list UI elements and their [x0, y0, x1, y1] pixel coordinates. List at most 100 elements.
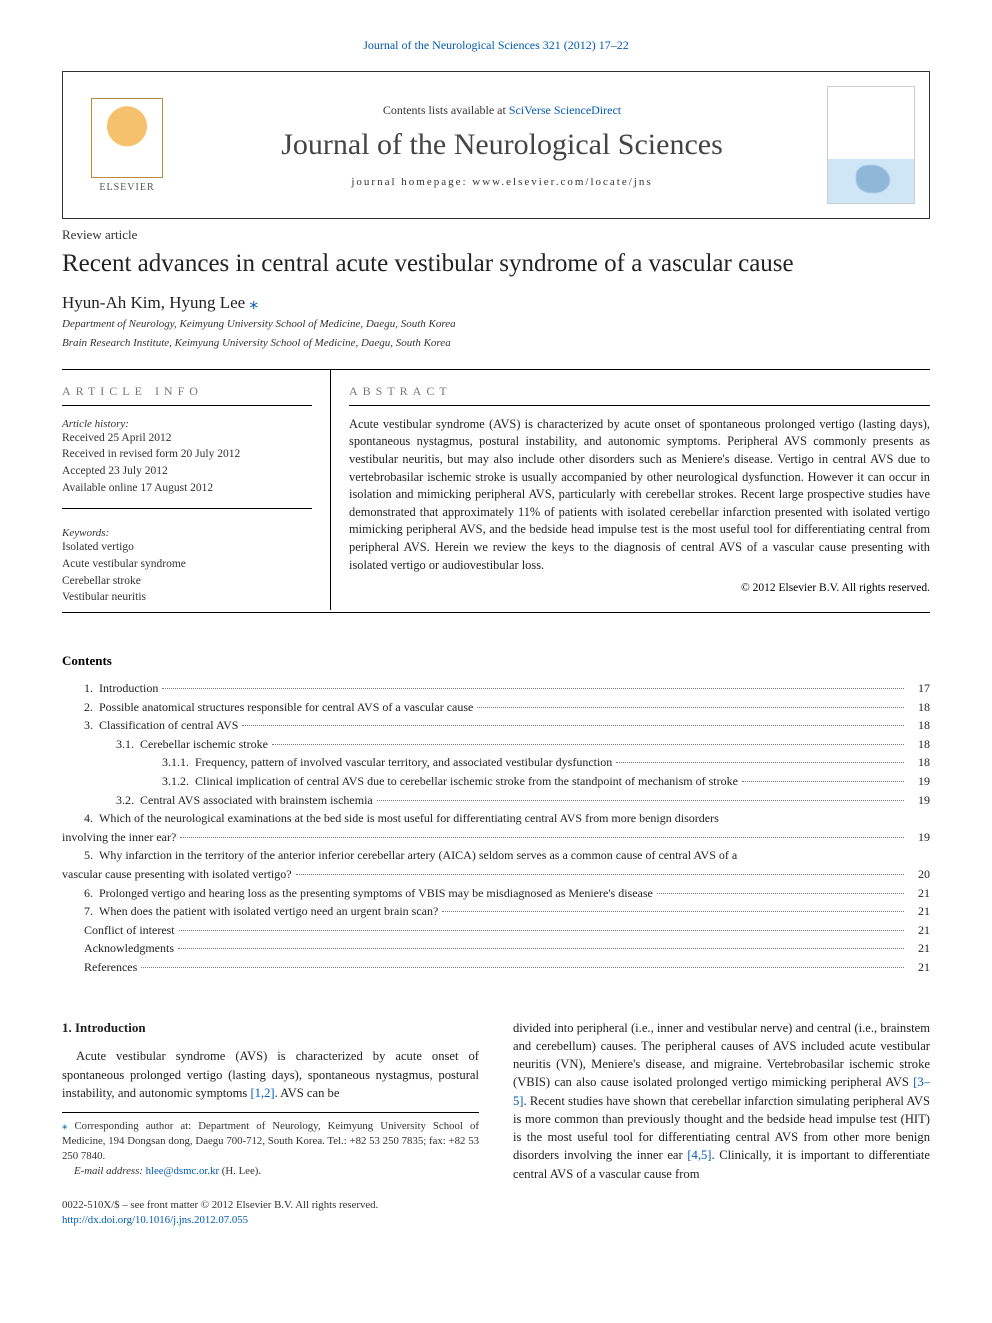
toc-row: Conflict of interest21 — [62, 921, 930, 940]
toc-label: Acknowledgments — [84, 939, 174, 958]
elsevier-logo: ELSEVIER — [81, 90, 173, 200]
section-1-heading: 1. Introduction — [62, 1019, 479, 1038]
toc-label: Which of the neurological examinations a… — [99, 809, 719, 828]
masthead-center: Contents lists available at SciVerse Sci… — [191, 72, 813, 218]
cover-thumb-box — [813, 72, 929, 218]
toc-leader-dots — [178, 939, 904, 949]
toc-label: Prolonged vertigo and hearing loss as th… — [99, 884, 653, 903]
toc-row: 4. Which of the neurological examination… — [62, 809, 930, 828]
toc-number: 5. — [84, 846, 99, 865]
toc-number: 6. — [84, 884, 99, 903]
toc-number: 4. — [84, 809, 99, 828]
toc-label: Central AVS associated with brainstem is… — [140, 791, 373, 810]
author-names: Hyun-Ah Kim, Hyung Lee — [62, 293, 245, 312]
contents-heading: Contents — [62, 653, 930, 669]
toc-leader-dots — [742, 772, 904, 782]
contents-lists-label: Contents lists available at — [383, 103, 509, 117]
toc-page: 21 — [908, 902, 930, 921]
intro-left-tail: . AVS can be — [275, 1086, 340, 1100]
affiliation-2: Brain Research Institute, Keimyung Unive… — [62, 336, 930, 351]
contents-lists-line: Contents lists available at SciVerse Sci… — [383, 103, 621, 118]
toc-page: 21 — [908, 939, 930, 958]
ref-link-1-2[interactable]: [1,2] — [250, 1086, 274, 1100]
keyword-2: Acute vestibular syndrome — [62, 556, 312, 573]
toc-page: 18 — [908, 698, 930, 717]
toc-row: 7. When does the patient with isolated v… — [62, 902, 930, 921]
toc-page: 21 — [908, 958, 930, 977]
toc-leader-dots — [657, 884, 904, 894]
history-line-2: Received in revised form 20 July 2012 — [62, 446, 312, 463]
authors: Hyun-Ah Kim, Hyung Lee ⁎ — [62, 293, 930, 313]
toc-number: 2. — [84, 698, 99, 717]
toc-label: References — [84, 958, 137, 977]
toc-number: 3. — [84, 716, 99, 735]
history-line-3: Accepted 23 July 2012 — [62, 463, 312, 480]
journal-title: Journal of the Neurological Sciences — [281, 128, 723, 162]
left-column: 1. Introduction Acute vestibular syndrom… — [62, 1019, 479, 1229]
toc-leader-dots — [477, 698, 904, 708]
toc-row: 3.1.1. Frequency, pattern of involved va… — [62, 753, 930, 772]
front-matter-line: 0022-510X/$ – see front matter © 2012 El… — [62, 1198, 479, 1214]
toc-row: 6. Prolonged vertigo and hearing loss as… — [62, 884, 930, 903]
toc-label: When does the patient with isolated vert… — [99, 902, 438, 921]
email-tail: (H. Lee). — [219, 1165, 261, 1177]
toc-number: 3.1.2. — [162, 772, 195, 791]
toc-leader-dots — [616, 753, 904, 763]
page: Journal of the Neurological Sciences 321… — [0, 0, 992, 1269]
toc-row: vascular cause presenting with isolated … — [62, 865, 930, 884]
toc-label: vascular cause presenting with isolated … — [62, 865, 292, 884]
toc-page: 18 — [908, 753, 930, 772]
toc-page: 21 — [908, 884, 930, 903]
masthead: ELSEVIER Contents lists available at Sci… — [62, 71, 930, 219]
intro-para-left: Acute vestibular syndrome (AVS) is chara… — [62, 1047, 479, 1102]
toc-label: involving the inner ear? — [62, 828, 176, 847]
corresponding-marker[interactable]: ⁎ — [245, 293, 258, 312]
corresponding-footnote: ⁎ Corresponding author at: Department of… — [62, 1112, 479, 1179]
abstract-col: abstract Acute vestibular syndrome (AVS)… — [330, 370, 930, 610]
publisher-logo-box: ELSEVIER — [63, 72, 191, 218]
journal-ref-link[interactable]: Journal of the Neurological Sciences 321… — [363, 38, 629, 52]
toc-page: 19 — [908, 772, 930, 791]
email-link[interactable]: hlee@dsmc.or.kr — [146, 1165, 220, 1177]
toc-leader-dots — [180, 828, 904, 838]
toc-label: Introduction — [99, 679, 158, 698]
toc-page: 18 — [908, 716, 930, 735]
toc-row: 3.1.2. Clinical implication of central A… — [62, 772, 930, 791]
sciverse-link[interactable]: SciVerse ScienceDirect — [509, 103, 621, 117]
article-info-col: article info Article history: Received 2… — [62, 370, 330, 610]
abstract-text: Acute vestibular syndrome (AVS) is chara… — [349, 416, 930, 574]
toc-label: Classification of central AVS — [99, 716, 238, 735]
info-rule-2 — [62, 508, 312, 509]
toc-page: 19 — [908, 828, 930, 847]
intro-para-right: divided into peripheral (i.e., inner and… — [513, 1019, 930, 1183]
toc-number: 3.2. — [116, 791, 140, 810]
ref-link-4-5[interactable]: [4,5] — [687, 1148, 711, 1162]
keyword-3: Cerebellar stroke — [62, 573, 312, 590]
history-line-1: Received 25 April 2012 — [62, 430, 312, 447]
toc-label: Clinical implication of central AVS due … — [195, 772, 738, 791]
info-abstract-row: article info Article history: Received 2… — [62, 369, 930, 610]
toc-number: 3.1. — [116, 735, 140, 754]
toc-number: 1. — [84, 679, 99, 698]
toc-row: 2. Possible anatomical structures respon… — [62, 698, 930, 717]
toc-label: Conflict of interest — [84, 921, 175, 940]
body-columns: 1. Introduction Acute vestibular syndrom… — [62, 1019, 930, 1229]
toc-page: 20 — [908, 865, 930, 884]
abstract-heading: abstract — [349, 384, 930, 399]
toc-number: 7. — [84, 902, 99, 921]
doi-link[interactable]: http://dx.doi.org/10.1016/j.jns.2012.07.… — [62, 1214, 248, 1226]
intro-right-text-1: divided into peripheral (i.e., inner and… — [513, 1021, 930, 1090]
article-title: Recent advances in central acute vestibu… — [62, 249, 930, 279]
journal-cover-thumb — [827, 86, 915, 204]
toc-label: Why infarction in the territory of the a… — [99, 846, 737, 865]
toc-row: 5. Why infarction in the territory of th… — [62, 846, 930, 865]
toc-page: 18 — [908, 735, 930, 754]
toc-label: Possible anatomical structures responsib… — [99, 698, 473, 717]
toc-row: involving the inner ear? 19 — [62, 828, 930, 847]
page-footer: 0022-510X/$ – see front matter © 2012 El… — [62, 1198, 479, 1229]
toc-leader-dots — [179, 921, 904, 931]
toc-leader-dots — [377, 791, 904, 801]
journal-homepage: journal homepage: www.elsevier.com/locat… — [351, 176, 652, 188]
keyword-4: Vestibular neuritis — [62, 589, 312, 606]
toc-row: 1. Introduction17 — [62, 679, 930, 698]
